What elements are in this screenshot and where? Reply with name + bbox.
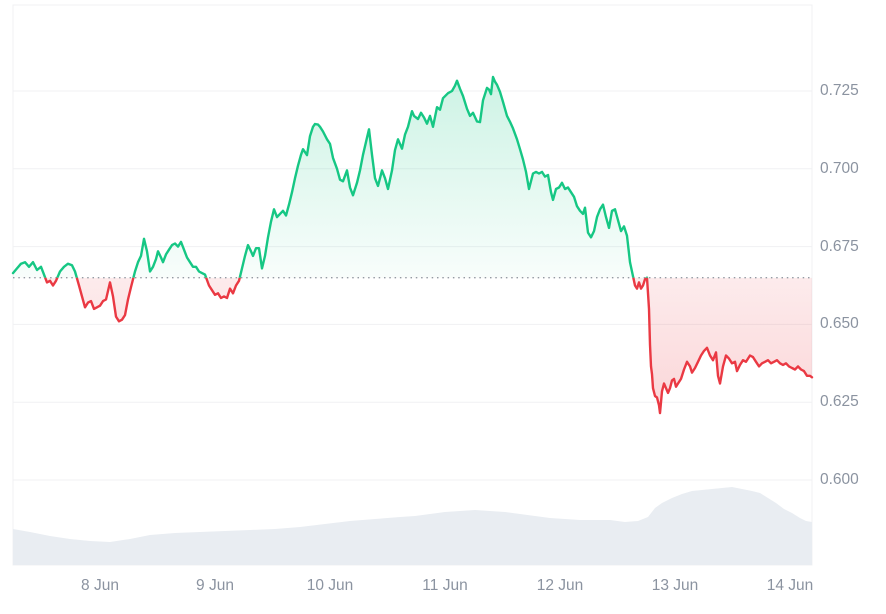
price-line-down (43, 277, 814, 415)
y-tick-label: 0.625 (820, 393, 859, 410)
y-tick-label: 0.650 (820, 315, 859, 332)
x-tick-label: 12 Jun (536, 577, 584, 594)
x-tick-label: 14 Jun (766, 577, 814, 594)
y-tick-label: 0.725 (820, 82, 859, 99)
price-line-up (11, 75, 649, 278)
x-tick-label: 10 Jun (306, 577, 354, 594)
x-tick-label: 11 Jun (422, 577, 468, 594)
y-tick-label: 0.675 (820, 238, 859, 255)
x-tick-label: 9 Jun (196, 577, 234, 594)
loss-fill-area (45, 277, 812, 414)
y-tick-label: 0.700 (820, 160, 859, 177)
y-tick-label: 0.600 (820, 471, 859, 488)
volume-area (13, 487, 812, 565)
gain-fill-area (13, 77, 812, 278)
x-tick-label: 8 Jun (81, 577, 119, 594)
x-tick-label: 13 Jun (651, 577, 699, 594)
